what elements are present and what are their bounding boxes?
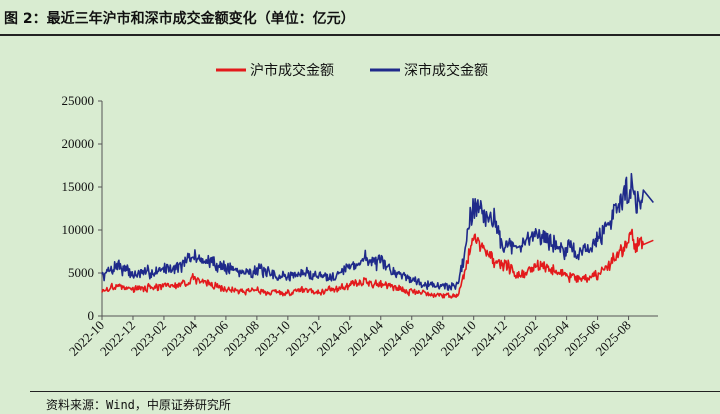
- y-tick-label: 10000: [62, 222, 95, 237]
- figure-title: 图 2：最近三年沪市和深市成交金额变化（单位：亿元）: [4, 11, 355, 27]
- y-tick-label: 0: [88, 308, 95, 323]
- line-chart: 沪市成交金额 深市成交金额 0500010000150002000025000 …: [62, 62, 658, 359]
- x-tick-label: 2025-08: [592, 318, 633, 359]
- bottom-rule: [30, 391, 720, 392]
- legend-label-sh: 沪市成交金额: [250, 62, 334, 79]
- y-tick-label: 5000: [68, 265, 94, 280]
- x-axis-ticks: 2022-102022-122023-022023-042023-062023-…: [66, 316, 634, 359]
- series-line-sz: [101, 172, 654, 291]
- chart-series: [101, 172, 654, 299]
- top-rule: [0, 34, 720, 36]
- y-axis-ticks: 0 5000 10000 15000 20000 25000: [62, 93, 102, 323]
- y-tick-label: 25000: [62, 93, 95, 108]
- legend-label-sz: 深市成交金额: [404, 62, 488, 79]
- source-note: 资料来源：Wind，中原证券研究所: [46, 398, 231, 412]
- y-tick-label: 15000: [62, 179, 95, 194]
- chart-legend: 沪市成交金额 深市成交金额: [216, 62, 488, 79]
- y-tick-label: 20000: [62, 136, 95, 151]
- series-line-sh: [101, 228, 654, 299]
